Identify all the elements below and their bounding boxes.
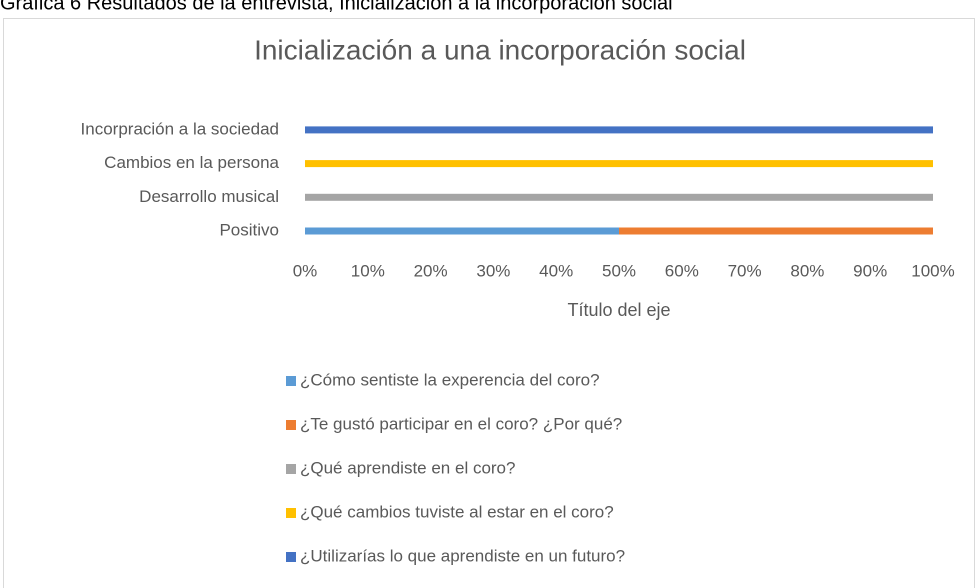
x-tick-label: 40% bbox=[539, 261, 573, 280]
legend-swatch bbox=[286, 552, 296, 562]
y-tick-label: Cambios en la persona bbox=[104, 153, 279, 172]
legend-label: ¿Qué aprendiste en el coro? bbox=[300, 458, 515, 477]
legend-label: ¿Te gustó participar en el coro? ¿Por qu… bbox=[300, 414, 622, 433]
x-tick-label: 60% bbox=[665, 261, 699, 280]
x-tick-label: 80% bbox=[790, 261, 824, 280]
x-tick-label: 10% bbox=[351, 261, 385, 280]
chart-frame bbox=[3, 18, 975, 588]
chart-title: Inicialización a una incorporación socia… bbox=[254, 34, 746, 65]
bar-segment bbox=[305, 126, 933, 134]
bar-segment bbox=[305, 227, 619, 235]
y-tick-label: Positivo bbox=[219, 220, 279, 239]
legend-label: ¿Utilizarías lo que aprendiste en un fut… bbox=[300, 546, 625, 565]
x-tick-label: 50% bbox=[602, 261, 636, 280]
bar-segment bbox=[619, 227, 933, 235]
legend-swatch bbox=[286, 464, 296, 474]
x-tick-label: 70% bbox=[728, 261, 762, 280]
legend-swatch bbox=[286, 420, 296, 430]
x-tick-label: 90% bbox=[853, 261, 887, 280]
bar-segment bbox=[305, 160, 933, 168]
y-tick-label: Desarrollo musical bbox=[139, 187, 279, 206]
x-tick-label: 30% bbox=[476, 261, 510, 280]
caption: Gráfica 6 Resultados de la entrevista, I… bbox=[0, 0, 673, 14]
x-tick-label: 20% bbox=[414, 261, 448, 280]
legend-label: ¿Cómo sentiste la experencia del coro? bbox=[300, 370, 600, 389]
bar-segment bbox=[305, 193, 933, 201]
x-tick-label: 100% bbox=[911, 261, 954, 280]
legend-label: ¿Qué cambios tuviste al estar en el coro… bbox=[300, 502, 614, 521]
legend-swatch bbox=[286, 376, 296, 386]
x-axis-title: Título del eje bbox=[567, 300, 670, 320]
y-tick-label: Incorpración a la sociedad bbox=[81, 119, 279, 138]
legend-swatch bbox=[286, 508, 296, 518]
x-tick-label: 0% bbox=[293, 261, 318, 280]
